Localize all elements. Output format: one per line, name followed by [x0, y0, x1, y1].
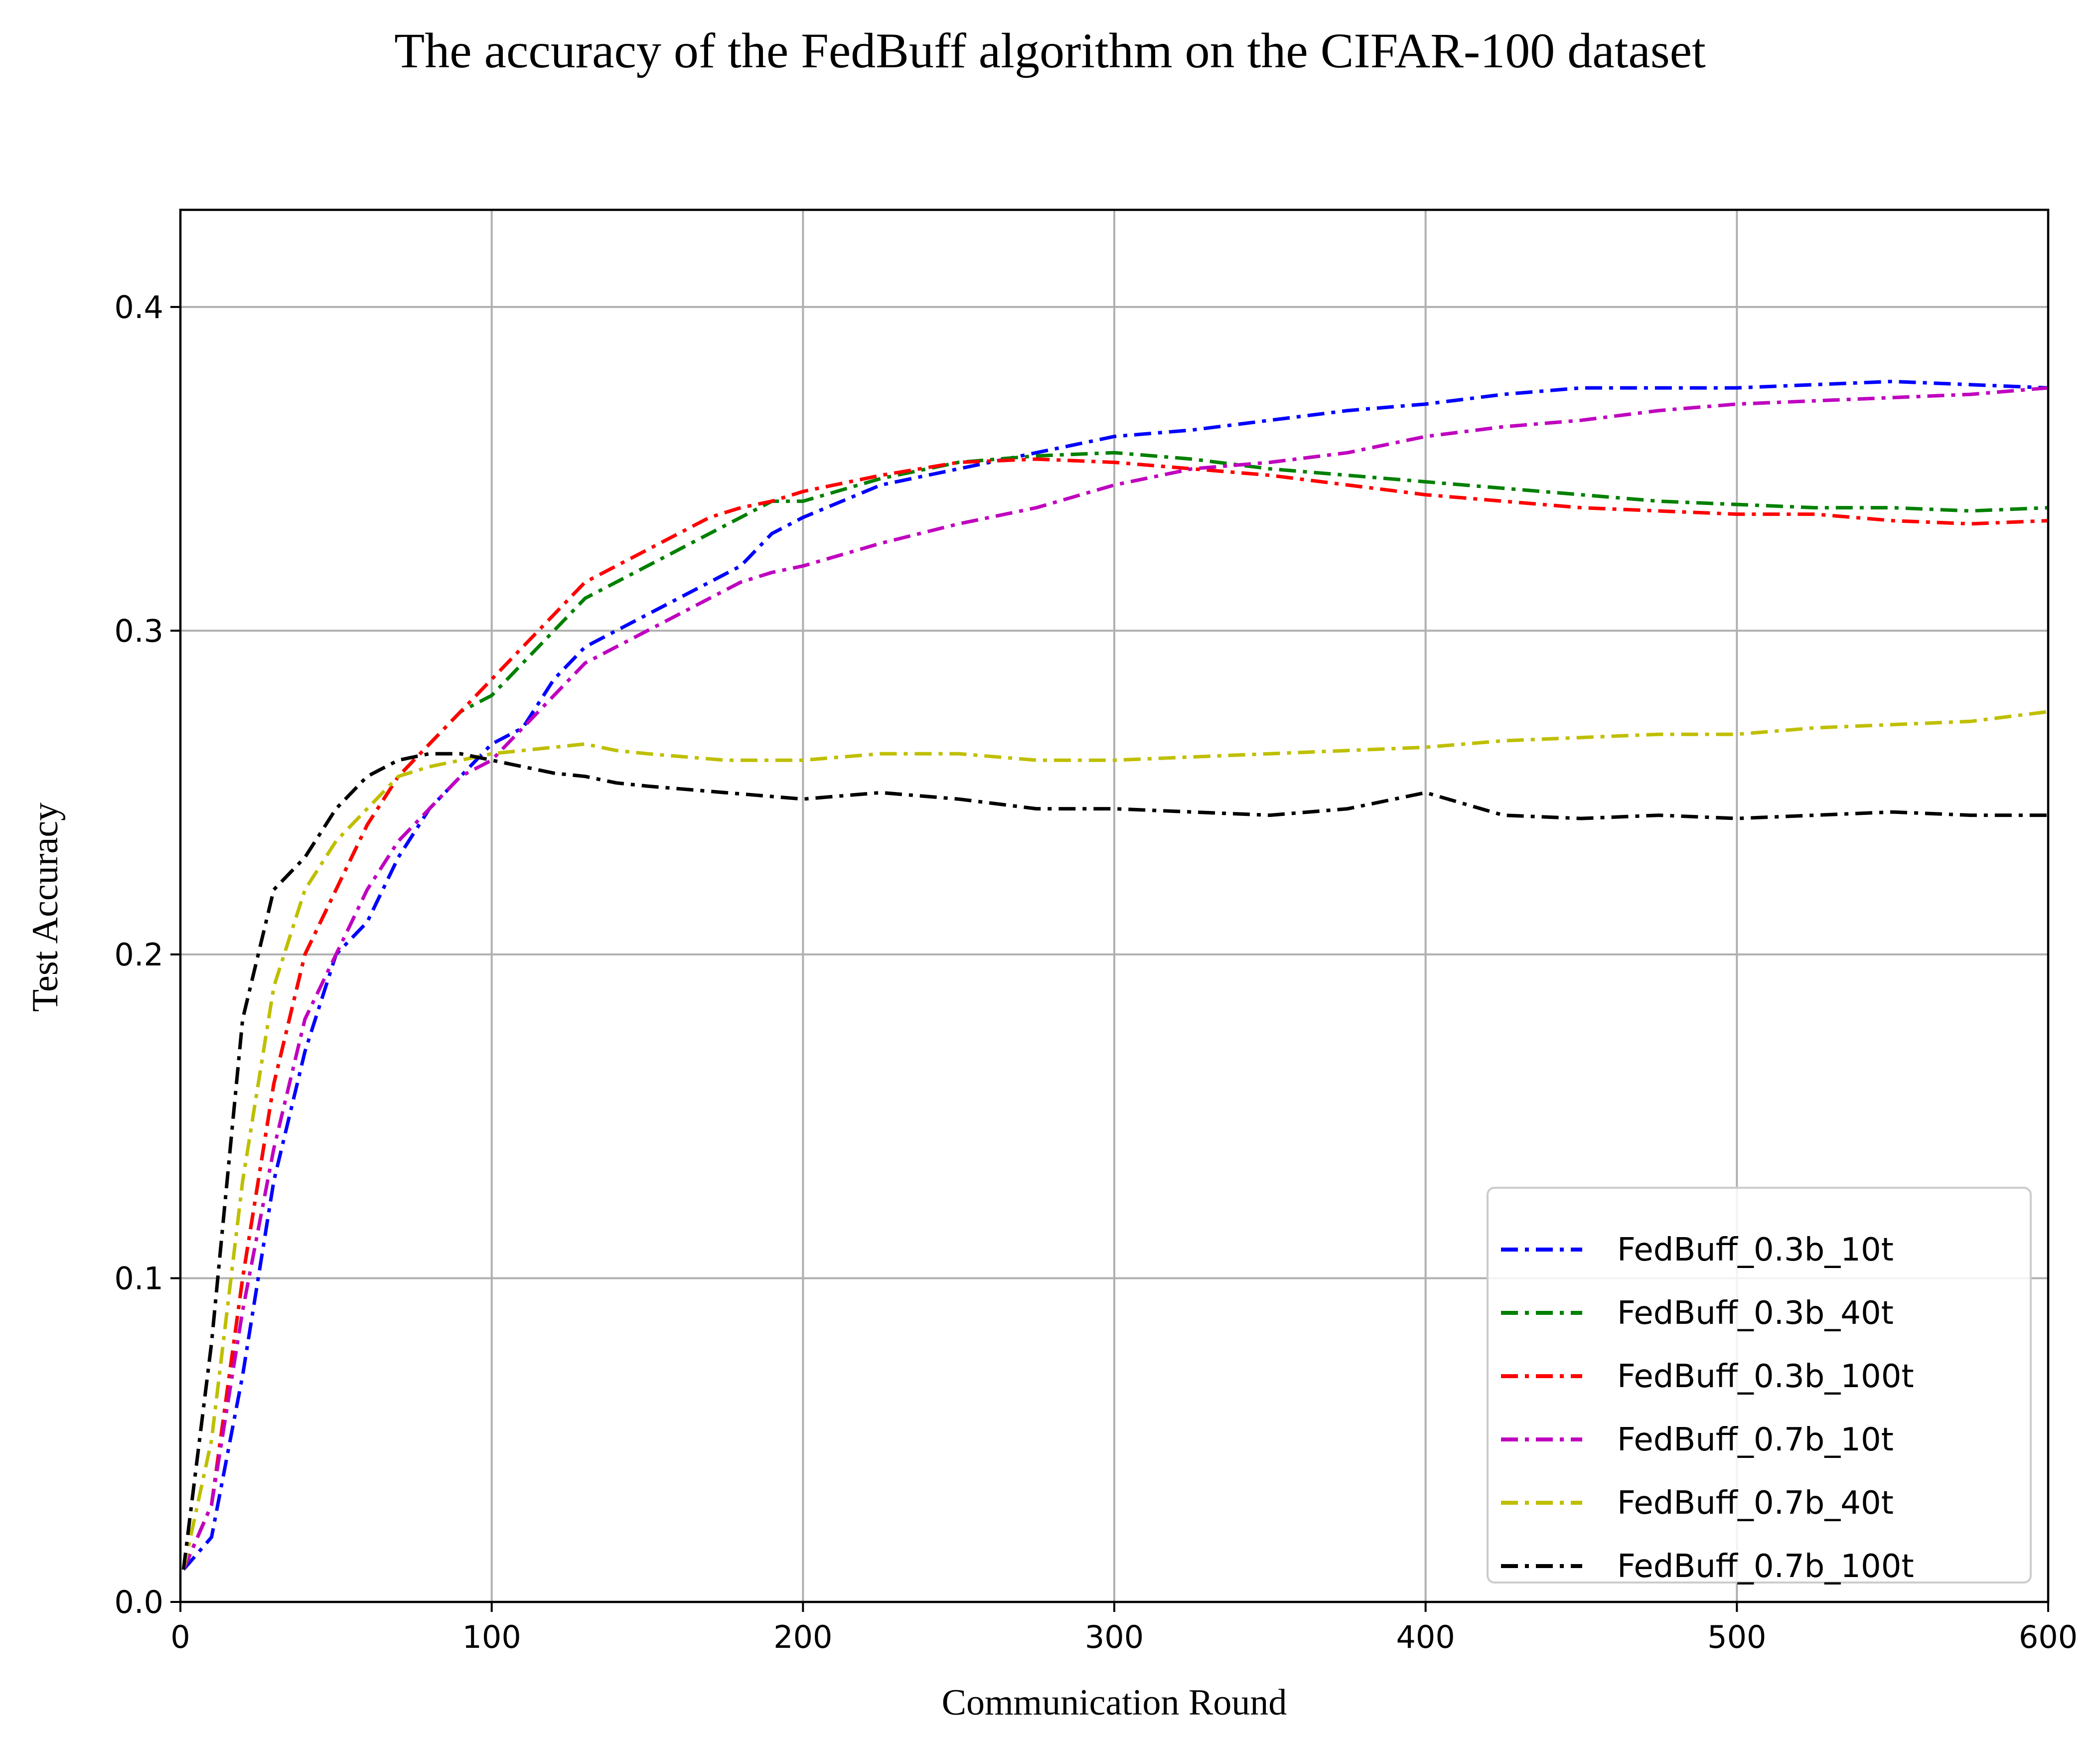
- legend-entry-label: FedBuff_0.3b_100t: [1617, 1358, 1914, 1395]
- x-tick-label: 100: [462, 1619, 521, 1655]
- x-tick-label: 200: [773, 1619, 832, 1655]
- series-layer: [181, 379, 2049, 1571]
- legend-box: [1487, 1187, 2032, 1584]
- y-axis-label: Test Accuracy: [25, 802, 66, 1012]
- x-axis: 0 100 200 300 400 500 600: [170, 1602, 2078, 1655]
- legend-entry-label: FedBuff_0.7b_100t: [1617, 1548, 1914, 1585]
- y-tick-label: 0.3: [114, 613, 163, 649]
- legend-entry-label: FedBuff_0.7b_10t: [1617, 1422, 1894, 1458]
- x-tick-label: 300: [1085, 1619, 1144, 1655]
- x-axis-label: Communication Round: [942, 1682, 1287, 1723]
- legend-entry-label: FedBuff_0.3b_40t: [1617, 1295, 1894, 1332]
- grid-lines: [179, 210, 2049, 1603]
- x-tick-label: 400: [1396, 1619, 1455, 1655]
- series-line-fedbuff-0-7b-10t: [181, 386, 2049, 1571]
- y-tick-label: 0.4: [114, 289, 163, 325]
- x-tick-label: 0: [170, 1619, 190, 1655]
- x-tick-label: 600: [2019, 1619, 2078, 1655]
- series-line-fedbuff-0-7b-100t: [181, 752, 2048, 1570]
- y-tick-label: 0.1: [114, 1260, 163, 1296]
- legend: FedBuff_0.3b_10t FedBuff_0.3b_40t FedBuff_…: [1487, 1187, 2032, 1585]
- y-axis: 0.0 0.1 0.2 0.3 0.4: [114, 289, 180, 1620]
- x-tick-label: 500: [1707, 1619, 1766, 1655]
- series-line-fedbuff-0-3b-100t: [181, 457, 2049, 1571]
- legend-entry-label: FedBuff_0.3b_10t: [1617, 1232, 1894, 1269]
- chart-title: The accuracy of the FedBuff algorithm on…: [394, 23, 1706, 78]
- legend-entry-label: FedBuff_0.7b_40t: [1617, 1485, 1894, 1522]
- series-line-fedbuff-0-7b-40t: [181, 710, 2049, 1570]
- y-tick-label: 0.2: [114, 937, 163, 973]
- y-tick-label: 0.0: [114, 1584, 163, 1620]
